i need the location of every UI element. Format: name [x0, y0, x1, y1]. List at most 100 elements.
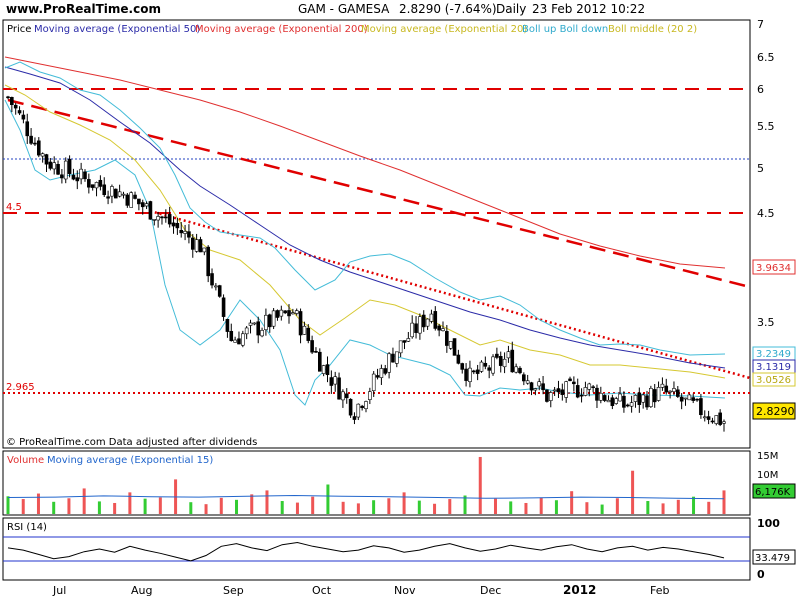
candle-body[interactable] — [672, 388, 676, 392]
candle-body[interactable] — [710, 420, 715, 423]
rsi-line[interactable] — [7, 541, 725, 562]
candle-body[interactable] — [368, 391, 372, 400]
candle-body[interactable] — [687, 394, 692, 401]
candle-body[interactable] — [656, 387, 661, 401]
candle-body[interactable] — [652, 389, 657, 403]
candle-body[interactable] — [210, 273, 214, 286]
volume-bar[interactable] — [219, 497, 223, 514]
candle-body[interactable] — [287, 310, 291, 317]
candle-body[interactable] — [275, 310, 280, 318]
candle-body[interactable] — [148, 201, 153, 220]
volume-bar[interactable] — [113, 502, 117, 514]
candle-body[interactable] — [595, 387, 599, 401]
candle-body[interactable] — [529, 382, 534, 391]
candle-body[interactable] — [217, 285, 222, 297]
candle-body[interactable] — [271, 310, 276, 327]
volume-bar[interactable] — [97, 501, 101, 514]
candle-body[interactable] — [649, 387, 653, 407]
candle-body[interactable] — [406, 338, 411, 342]
candle-body[interactable] — [129, 192, 133, 208]
candle-body[interactable] — [302, 325, 307, 335]
candle-body[interactable] — [171, 222, 176, 227]
candle-body[interactable] — [117, 191, 122, 197]
candle-body[interactable] — [125, 194, 130, 206]
candle-body[interactable] — [133, 194, 137, 199]
candle-body[interactable] — [348, 398, 353, 416]
candle-body[interactable] — [452, 338, 457, 356]
candle-body[interactable] — [6, 96, 10, 99]
candle-body[interactable] — [194, 239, 199, 252]
candle-body[interactable] — [695, 398, 699, 401]
volume-bar[interactable] — [600, 504, 604, 514]
candle-body[interactable] — [498, 356, 503, 366]
candle-body[interactable] — [560, 389, 565, 395]
candle-body[interactable] — [579, 394, 584, 397]
candle-body[interactable] — [433, 311, 438, 329]
candle-body[interactable] — [214, 285, 218, 288]
candle-body[interactable] — [252, 322, 257, 325]
candle-body[interactable] — [510, 349, 515, 373]
candle-body[interactable] — [479, 361, 484, 372]
candle-body[interactable] — [121, 193, 126, 196]
candle-body[interactable] — [344, 393, 349, 399]
candle-body[interactable] — [113, 188, 118, 199]
candle-body[interactable] — [618, 393, 622, 402]
candle-body[interactable] — [383, 368, 388, 374]
volume-bar[interactable] — [509, 501, 513, 514]
candle-body[interactable] — [556, 388, 561, 393]
candle-body[interactable] — [614, 398, 619, 404]
volume-bar[interactable] — [433, 503, 437, 514]
candle-body[interactable] — [229, 330, 234, 342]
candle-body[interactable] — [722, 421, 726, 424]
candle-body[interactable] — [483, 362, 488, 367]
candle-body[interactable] — [468, 367, 472, 383]
volume-bar[interactable] — [372, 500, 376, 514]
volume-bar[interactable] — [631, 470, 635, 514]
candle-body[interactable] — [375, 375, 380, 378]
candle-body[interactable] — [706, 416, 711, 420]
candle-body[interactable] — [264, 314, 268, 330]
candle-body[interactable] — [364, 401, 368, 410]
candle-body[interactable] — [625, 404, 630, 407]
volume-bar[interactable] — [158, 497, 162, 514]
volume-ma-line[interactable] — [7, 494, 725, 500]
candle-body[interactable] — [599, 392, 603, 401]
candle-body[interactable] — [225, 318, 230, 332]
candle-body[interactable] — [568, 378, 572, 382]
candle-body[interactable] — [414, 323, 418, 333]
volume-bar[interactable] — [128, 492, 132, 514]
candle-body[interactable] — [718, 412, 722, 425]
volume-bar[interactable] — [646, 501, 650, 514]
candle-body[interactable] — [167, 214, 172, 225]
candle-body[interactable] — [691, 397, 696, 401]
candle-body[interactable] — [83, 171, 87, 180]
candle-body[interactable] — [522, 374, 526, 382]
rsi-panel[interactable]: RSI (14) 100 0 33.479 — [2, 517, 796, 581]
candle-body[interactable] — [283, 310, 287, 314]
candle-body[interactable] — [379, 368, 384, 378]
volume-bar[interactable] — [67, 498, 71, 514]
candle-body[interactable] — [325, 364, 330, 376]
volume-bar[interactable] — [250, 494, 254, 514]
candle-body[interactable] — [21, 114, 26, 120]
candle-body[interactable] — [633, 395, 638, 402]
volume-bar[interactable] — [585, 502, 589, 514]
candle-body[interactable] — [460, 363, 465, 370]
candle-body[interactable] — [29, 135, 33, 144]
candle-body[interactable] — [63, 160, 68, 180]
candle-body[interactable] — [318, 351, 322, 372]
candle-body[interactable] — [360, 405, 364, 409]
candle-body[interactable] — [564, 381, 568, 398]
volume-bar[interactable] — [661, 503, 665, 514]
volume-bar[interactable] — [280, 501, 284, 514]
candle-body[interactable] — [337, 377, 341, 400]
candle-body[interactable] — [487, 367, 491, 371]
candle-body[interactable] — [418, 316, 422, 334]
candle-body[interactable] — [98, 179, 103, 187]
candle-body[interactable] — [106, 196, 110, 199]
candle-body[interactable] — [448, 341, 453, 349]
candle-body[interactable] — [641, 394, 645, 403]
volume-bar[interactable] — [417, 500, 421, 514]
candle-body[interactable] — [471, 370, 476, 373]
ema50-line[interactable] — [4, 66, 726, 369]
